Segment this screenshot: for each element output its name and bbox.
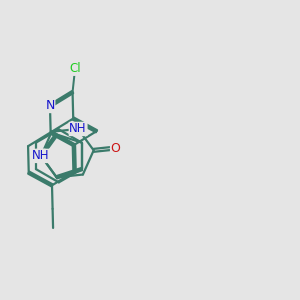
Text: Cl: Cl xyxy=(69,62,81,75)
Text: NH: NH xyxy=(32,149,50,162)
Text: N: N xyxy=(45,99,55,112)
Text: O: O xyxy=(111,142,121,154)
Text: S: S xyxy=(37,149,45,162)
Text: NH: NH xyxy=(69,122,87,135)
